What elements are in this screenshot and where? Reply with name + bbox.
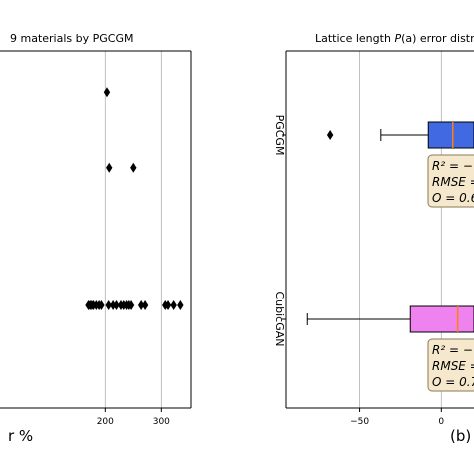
category-label: CubicGAN (273, 291, 286, 346)
scatter-point (141, 300, 149, 311)
category-label: PGCGM (273, 115, 286, 156)
stats-line-rmse: RMSE = (432, 359, 474, 373)
stats-line-o: O = 0.7 (432, 375, 474, 389)
scatter-point (177, 300, 184, 311)
stats-line-rmse: RMSE = (432, 175, 474, 189)
scatter-point (130, 162, 137, 173)
right-tick-label: 0 (438, 417, 444, 427)
scatter-point (106, 162, 113, 173)
left-tick-label: 200 (97, 417, 114, 427)
scatter-point (164, 300, 172, 311)
right-category-labels: PGCGM CubicGAN (273, 115, 286, 347)
left-tick-label: 300 (153, 417, 170, 427)
left-gridlines (104, 51, 162, 408)
scatter-point (137, 300, 145, 311)
scatter-point (105, 300, 112, 311)
box-cubicgan: R² = − RMSE = O = 0.7 (306, 305, 474, 392)
right-tick-label: −50 (350, 417, 369, 427)
left-title: 9 materials by PGCGM (10, 32, 133, 45)
stats-line-o: O = 0.6 (432, 191, 474, 205)
outlier-point (326, 130, 334, 140)
scatter-point (98, 300, 105, 311)
right-title: Lattice length P(a) error distrib (315, 32, 474, 45)
box-pgcgm: R² = − RMSE = O = 0.6 (326, 121, 474, 208)
left-x-ticks: 200 300 (97, 408, 170, 427)
stats-box (427, 338, 474, 392)
box-iqr (427, 121, 474, 149)
stats-line-r2: R² = − (432, 159, 473, 173)
scatter-point (113, 300, 120, 311)
left-panel: 9 materials by PGCGM 200 300 r % (0, 32, 192, 445)
right-xlabel: (b) (450, 427, 471, 445)
scatter-point (109, 300, 117, 311)
scatter-point (127, 300, 135, 311)
stats-box (427, 154, 474, 208)
right-panel: Lattice length P(a) error distrib R² = −… (273, 32, 474, 445)
right-x-ticks: −50 0 (350, 408, 444, 427)
left-points (85, 87, 184, 311)
stats-line-r2: R² = − (432, 343, 473, 357)
left-xlabel: r % (8, 427, 33, 445)
right-boxes: R² = − RMSE = O = 0.6 R² = − RMSE = O = 0.7 (306, 121, 474, 392)
scatter-point (103, 87, 111, 98)
scatter-point (170, 300, 177, 311)
box-iqr (409, 305, 474, 333)
